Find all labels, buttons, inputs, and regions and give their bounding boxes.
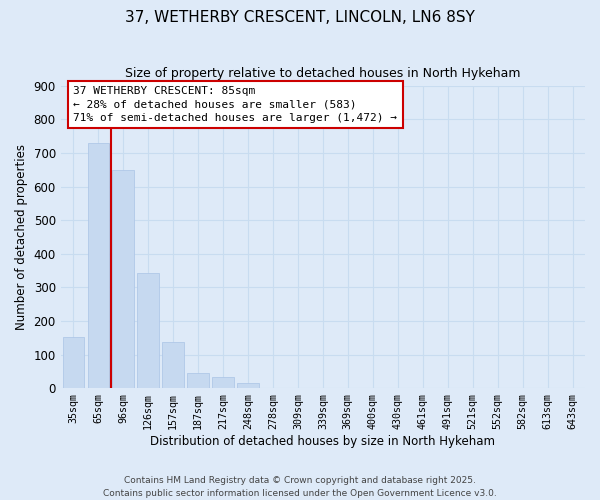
Title: Size of property relative to detached houses in North Hykeham: Size of property relative to detached ho… <box>125 68 521 80</box>
Bar <box>187 373 209 388</box>
Bar <box>212 378 233 388</box>
Bar <box>112 170 134 388</box>
Bar <box>62 337 84 388</box>
X-axis label: Distribution of detached houses by size in North Hykeham: Distribution of detached houses by size … <box>151 434 496 448</box>
Text: 37, WETHERBY CRESCENT, LINCOLN, LN6 8SY: 37, WETHERBY CRESCENT, LINCOLN, LN6 8SY <box>125 10 475 25</box>
Bar <box>163 342 184 388</box>
Text: 37 WETHERBY CRESCENT: 85sqm
← 28% of detached houses are smaller (583)
71% of se: 37 WETHERBY CRESCENT: 85sqm ← 28% of det… <box>73 86 397 122</box>
Bar <box>238 384 259 388</box>
Bar <box>88 143 109 388</box>
Text: Contains HM Land Registry data © Crown copyright and database right 2025.
Contai: Contains HM Land Registry data © Crown c… <box>103 476 497 498</box>
Y-axis label: Number of detached properties: Number of detached properties <box>15 144 28 330</box>
Bar <box>137 273 158 388</box>
